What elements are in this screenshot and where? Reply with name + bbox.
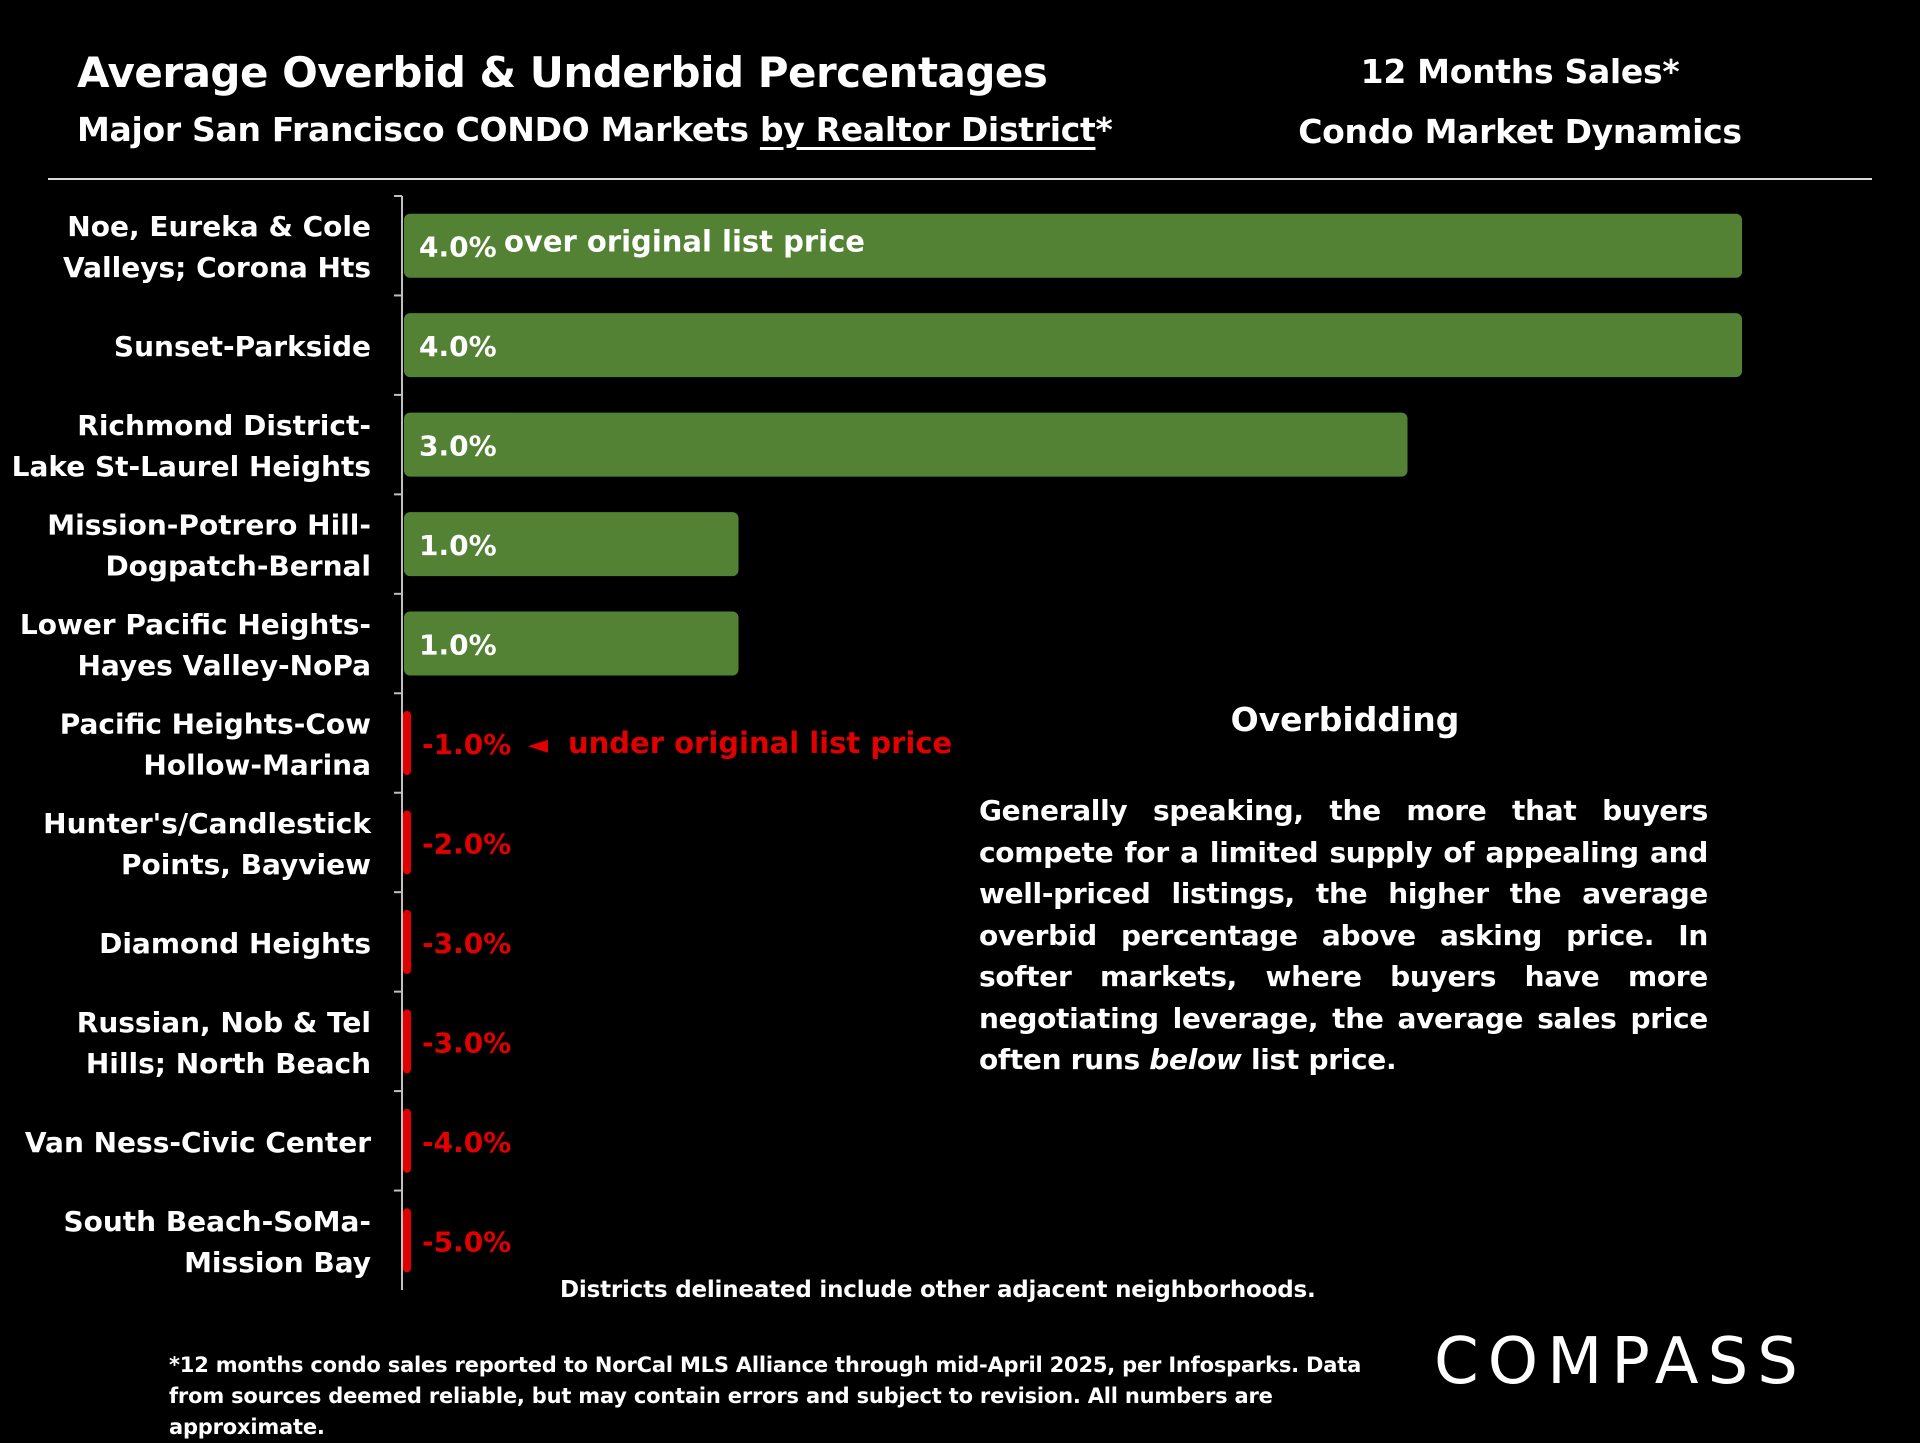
data-label: 1.0% [419, 529, 497, 562]
compass-logo: COMPASS [1434, 1325, 1807, 1399]
category-label: Lake St-Laurel Heights [12, 450, 371, 483]
subtitle-underlined: by Realtor District [759, 110, 1096, 149]
subtitle-suffix: * [1095, 110, 1113, 149]
bar [404, 512, 739, 577]
category-label: Points, Bayview [121, 848, 371, 881]
period-heading: 12 Months Sales* [1360, 52, 1680, 91]
data-label: 4.0% [419, 231, 497, 264]
bar [403, 1009, 411, 1074]
bar [404, 611, 739, 676]
category-label: Sunset-Parkside [114, 330, 371, 363]
compass-logo-text: COMPASS [1434, 1325, 1807, 1399]
overbidding-text-end: list price. [1241, 1043, 1397, 1076]
category-label: Dogpatch-Bernal [105, 550, 371, 583]
market-heading: Condo Market Dynamics [1298, 112, 1742, 151]
bar [403, 909, 411, 974]
category-label: Russian, Nob & Tel [77, 1006, 371, 1039]
under-annotation: under original list price [568, 726, 952, 760]
data-label: 4.0% [419, 330, 497, 363]
subtitle-prefix: Major San Francisco CONDO Markets [77, 110, 760, 149]
bar [403, 810, 411, 875]
overbidding-text-main: Generally speaking, the more that buyers… [979, 794, 1708, 1076]
category-label: Hills; North Beach [86, 1047, 371, 1080]
data-label: -4.0% [422, 1126, 511, 1159]
data-label: -5.0% [422, 1225, 511, 1258]
category-label: Richmond District- [77, 409, 371, 442]
title-divider [48, 178, 1872, 180]
under-arrow-icon: ◄ [528, 730, 548, 760]
category-label: Hollow-Marina [143, 749, 371, 782]
data-label: -2.0% [422, 827, 511, 860]
bar [403, 1108, 411, 1173]
bar [404, 313, 1742, 378]
data-label: -1.0% [422, 728, 511, 761]
category-label: Diamond Heights [99, 927, 371, 960]
category-label: Mission-Potrero Hill- [47, 509, 371, 542]
data-label: -3.0% [422, 927, 511, 960]
bar [403, 711, 411, 775]
category-label: Valleys; Corona Hts [63, 251, 371, 284]
category-label: Mission Bay [184, 1246, 371, 1279]
chart-title: Average Overbid & Underbid Percentages [77, 48, 1048, 97]
category-label: Hunter's/Candlestick [43, 807, 372, 840]
overbidding-text-italic: below [1149, 1043, 1242, 1076]
bar [404, 213, 1742, 278]
category-label: Lower Pacific Heights- [20, 608, 371, 641]
bar [404, 412, 1408, 477]
data-label: -3.0% [422, 1026, 511, 1059]
chart-subtitle: Major San Francisco CONDO Markets by Rea… [77, 110, 1113, 149]
overbidding-heading: Overbidding [1230, 700, 1460, 739]
category-label: Pacific Heights-Cow [60, 708, 371, 741]
districts-note: Districts delineated include other adjac… [560, 1277, 1316, 1303]
over-annotation: over original list price [504, 225, 865, 259]
overbidding-text: Generally speaking, the more that buyers… [979, 790, 1708, 1081]
category-label: Van Ness-Civic Center [25, 1126, 371, 1159]
data-label: 1.0% [419, 629, 497, 662]
bar [403, 1208, 411, 1273]
data-label: 3.0% [419, 430, 497, 463]
category-label: Hayes Valley-NoPa [77, 649, 371, 682]
category-label: South Beach-SoMa- [63, 1205, 371, 1238]
category-label: Noe, Eureka & Cole [67, 210, 371, 243]
source-footnote: *12 months condo sales reported to NorCa… [169, 1353, 1362, 1439]
